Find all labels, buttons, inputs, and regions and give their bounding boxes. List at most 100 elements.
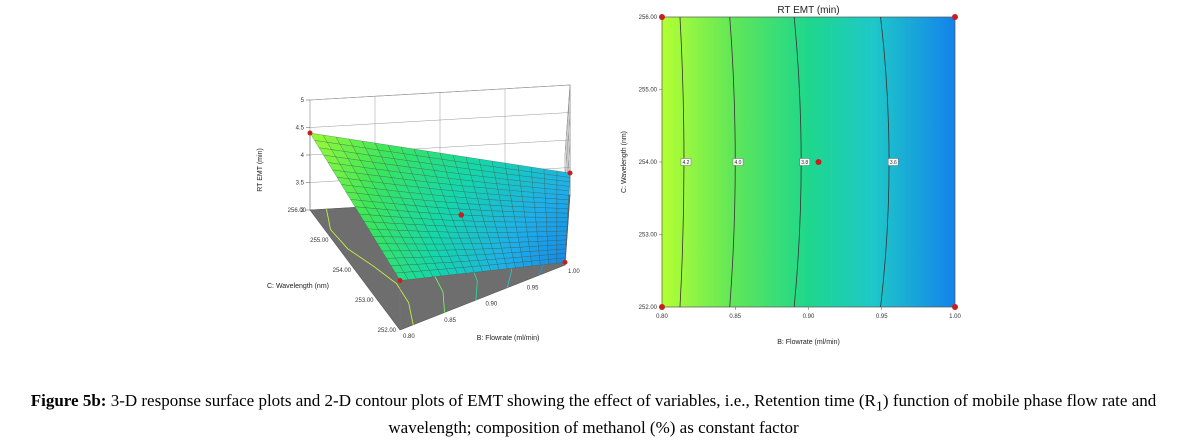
- z-tick-label: 3.5: [296, 181, 305, 187]
- contour-label: 3.8: [801, 160, 808, 166]
- surface-design-point: [307, 130, 313, 136]
- surface-cell: [528, 241, 539, 247]
- contour-y-tick-label: 256.00: [639, 15, 658, 21]
- surface-cell: [477, 198, 491, 206]
- surface-cell: [536, 231, 548, 237]
- surface-cell: [514, 216, 526, 223]
- surface-cell: [534, 207, 547, 213]
- surface-cell: [536, 226, 548, 232]
- surface-cell: [548, 258, 557, 265]
- surface-cell: [484, 253, 496, 260]
- surface-cell: [502, 252, 514, 259]
- surface-cell: [534, 202, 546, 208]
- surface-cell: [497, 232, 509, 238]
- surface-cell: [473, 221, 487, 228]
- surface-cell: [505, 262, 516, 269]
- surface-cell: [487, 193, 501, 201]
- surface-cell: [530, 255, 540, 262]
- caption-text-after: ) function of mobile phase flow rate and…: [388, 391, 1157, 438]
- surface-cell: [522, 201, 535, 208]
- contour-y-axis-label: C: Wavelength (nm): [621, 131, 628, 193]
- surface-cell: [521, 256, 532, 263]
- surface-cell: [490, 242, 502, 249]
- contour-center-point: [815, 159, 822, 165]
- surface-cell: [523, 206, 536, 213]
- caption-label: Figure 5b:: [30, 391, 107, 410]
- contour-x-tick-label: 0.85: [729, 314, 741, 320]
- surface-cell: [510, 247, 522, 253]
- surface-cell: [478, 204, 492, 211]
- x-tick-label: 0.95: [527, 285, 539, 291]
- contour-label: 3.6: [890, 160, 897, 166]
- surface-cell: [556, 230, 567, 237]
- surface-cell: [516, 226, 528, 233]
- z-axis-label: RT EMT (min): [257, 148, 264, 192]
- surface-design-point: [562, 259, 568, 265]
- surface-cell: [546, 217, 558, 223]
- surface-cell: [505, 226, 518, 233]
- contour-x-tick-label: 0.95: [876, 314, 888, 320]
- surface-plot: 3 3.5 4 4.5 5 RT EMT (min) 252.00 253.00 254.00 2…: [257, 84, 580, 342]
- surface-cell: [495, 226, 508, 233]
- surface-cell: [539, 259, 549, 266]
- surface-cell: [535, 217, 547, 223]
- surface-cell: [498, 237, 510, 244]
- surface-cell: [556, 226, 568, 232]
- surface-cell: [488, 264, 500, 271]
- surface-cell: [517, 231, 528, 238]
- surface-cell: [515, 221, 527, 228]
- contour-y-tick-label: 254.00: [639, 160, 658, 166]
- surface-cell: [545, 198, 558, 204]
- surface-cell: [533, 192, 546, 199]
- surface-cell: [537, 236, 548, 242]
- surface-cell: [492, 248, 504, 255]
- y-tick-label: 252.00: [378, 328, 397, 334]
- contour-y-tick-label: 252.00: [639, 305, 658, 311]
- surface-cell: [501, 205, 514, 212]
- surface-cell: [539, 254, 549, 261]
- y-tick-label: 253.00: [355, 298, 374, 304]
- surface-cell: [546, 221, 558, 228]
- surface-cell: [533, 197, 546, 204]
- surface-center-point: [458, 212, 465, 218]
- surface-cell: [482, 248, 495, 255]
- surface-cell: [545, 212, 558, 218]
- surface-cell: [512, 256, 523, 263]
- y-tick-label: 254.00: [333, 268, 352, 274]
- surface-cell: [501, 247, 513, 254]
- surface-cell: [479, 237, 492, 244]
- surface-cell: [504, 221, 517, 228]
- caption-subscript: 1: [875, 398, 883, 415]
- surface-design-point: [397, 278, 403, 283]
- surface-cell: [535, 221, 547, 228]
- surface-cell: [504, 257, 515, 264]
- surface-cell: [547, 249, 557, 255]
- z-tick-label: 5: [301, 98, 305, 104]
- surface-cell: [469, 209, 483, 217]
- contour-label-box: [680, 158, 692, 166]
- y-axis-label: C: Wavelength (nm): [267, 283, 329, 290]
- contour-label: 4.2: [682, 160, 689, 166]
- surface-design-point: [567, 170, 573, 176]
- surface-cell: [475, 226, 488, 233]
- surface-cell: [529, 245, 540, 252]
- floor-contour-line: [326, 208, 414, 325]
- surface-cell: [493, 253, 505, 260]
- surface-cell: [556, 221, 568, 227]
- surface-cell: [556, 217, 568, 223]
- surface-cell: [490, 205, 503, 212]
- surface-cell: [465, 226, 478, 233]
- surface-cell: [535, 212, 547, 218]
- surface-cell: [511, 251, 523, 258]
- surface-cell: [500, 242, 511, 249]
- surface-cell: [526, 226, 538, 233]
- surface-cell: [467, 203, 482, 211]
- surface-cell: [522, 260, 533, 267]
- z-tick-label: 4.5: [296, 126, 305, 132]
- surface-cell: [481, 243, 493, 250]
- surface-cell: [556, 212, 568, 218]
- contour-title: RT EMT (min): [777, 5, 839, 16]
- surface-cell: [524, 211, 536, 218]
- surface-cell: [537, 240, 548, 247]
- surface-cell: [491, 210, 504, 217]
